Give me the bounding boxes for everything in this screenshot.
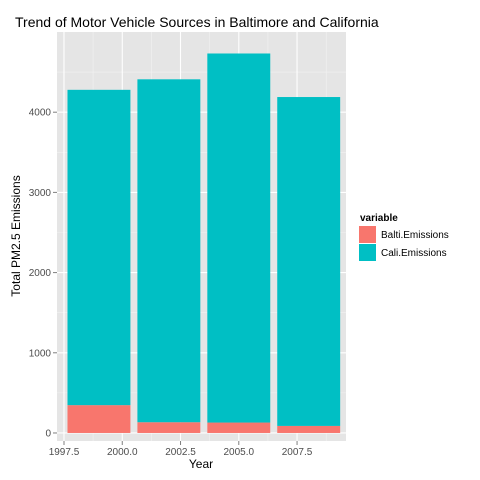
y-tick-label: 4000 (29, 108, 52, 119)
bar-cali-emissions-1999 (67, 89, 131, 406)
legend-key-balti (359, 226, 376, 243)
x-axis: 1997.5 2000.0 2002.5 2005.0 2007.5 (49, 441, 313, 458)
bar-balti-emissions-2008 (277, 425, 341, 433)
legend-label-balti: Balti.Emissions (381, 230, 449, 241)
y-axis-title: Total PM2.5 Emissions (9, 175, 23, 296)
x-tick-label: 1997.5 (49, 447, 80, 458)
x-tick-label: 2005.0 (223, 447, 254, 458)
chart-title: Trend of Motor Vehicle Sources in Baltim… (15, 14, 379, 30)
y-tick-label: 2000 (29, 268, 52, 279)
bar-cali-emissions-2002 (137, 79, 201, 423)
y-axis: 0 1000 2000 3000 4000 (29, 108, 57, 439)
legend: variable Balti.Emissions Cali.Emissions (359, 213, 449, 261)
x-tick-label: 2000.0 (107, 447, 138, 458)
y-tick-label: 3000 (29, 188, 52, 199)
y-tick-label: 0 (45, 428, 51, 439)
x-axis-title: Year (189, 457, 213, 471)
x-tick-label: 2002.5 (165, 447, 196, 458)
x-tick-label: 2007.5 (282, 447, 313, 458)
legend-label-cali: Cali.Emissions (381, 248, 447, 259)
y-tick-label: 1000 (29, 348, 52, 359)
bar-balti-emissions-1999 (67, 405, 131, 433)
bar-balti-emissions-2005 (207, 422, 271, 433)
plot-panel (57, 32, 346, 441)
bar-cali-emissions-2008 (277, 97, 341, 426)
legend-key-cali (359, 244, 376, 261)
bar-cali-emissions-2005 (207, 53, 271, 423)
legend-title: variable (360, 213, 398, 224)
bar-balti-emissions-2002 (137, 422, 201, 433)
